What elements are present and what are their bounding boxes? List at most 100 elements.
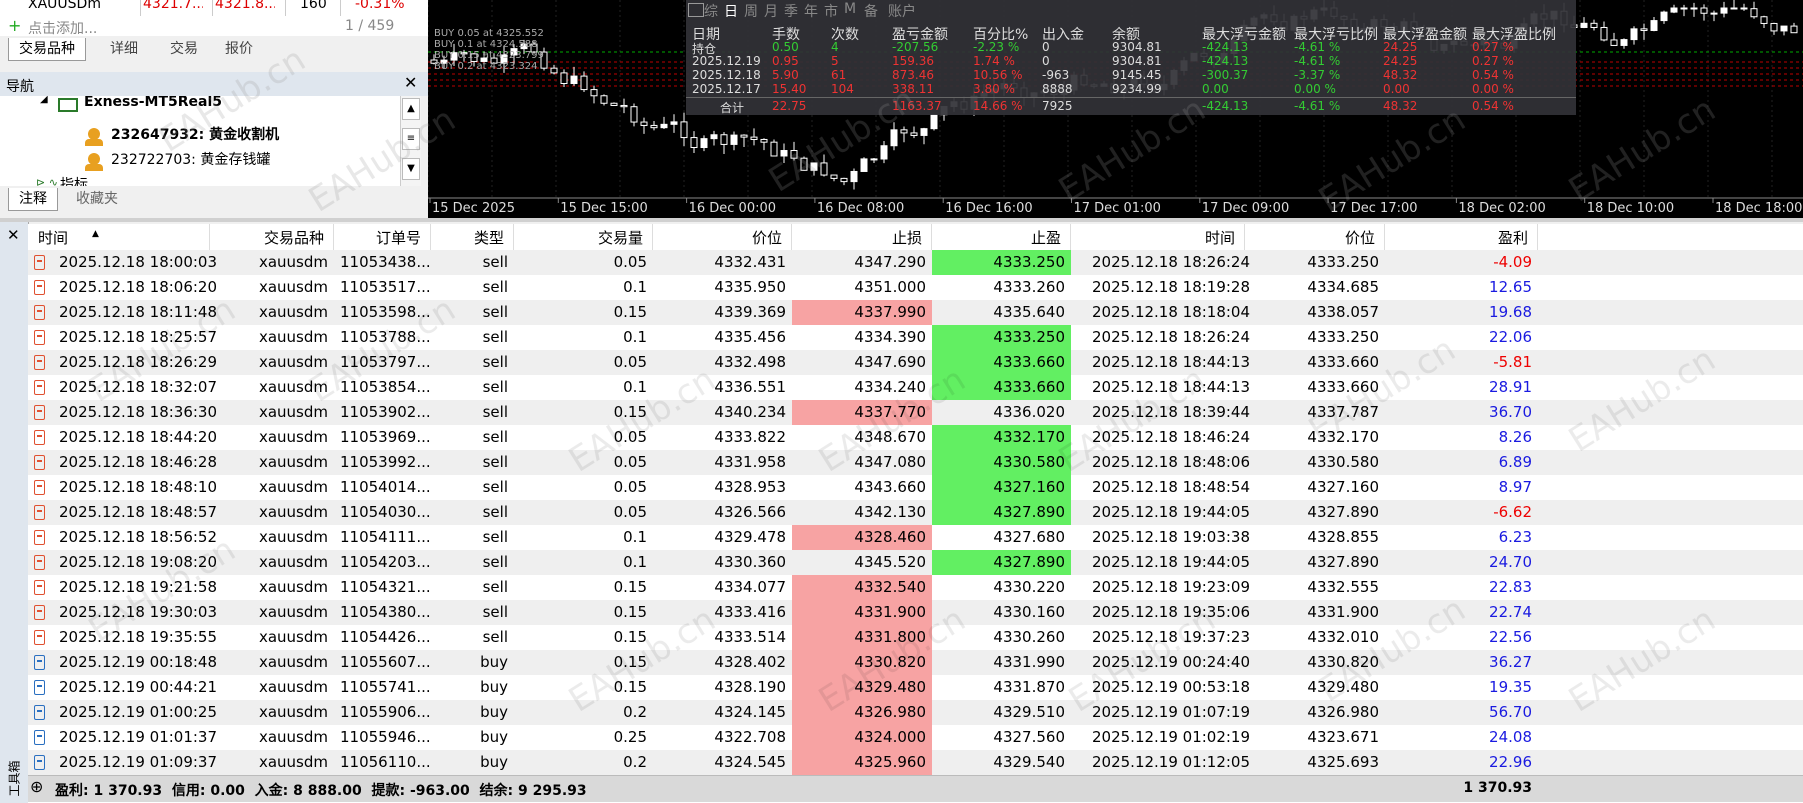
tab[interactable]: 详细 — [110, 41, 138, 57]
table-cell: buy — [480, 753, 508, 771]
candle-body — [620, 104, 628, 108]
account[interactable]: 232722703: 黄金存钱罐 — [111, 152, 271, 168]
table-cell: sell — [482, 253, 508, 271]
tab[interactable]: 交易 — [170, 41, 198, 57]
table-row[interactable] — [28, 350, 1803, 375]
table-cell: 2025.12.19 00:44:21 — [59, 678, 218, 696]
table-row[interactable] — [28, 475, 1803, 500]
tab[interactable]: 报价 — [225, 41, 253, 57]
time-label: 18 Dec 10:00 — [1587, 201, 1674, 216]
table-row[interactable] — [28, 500, 1803, 525]
column-header[interactable]: 时间 — [38, 229, 69, 247]
tab-active[interactable]: 注释 — [8, 188, 58, 211]
tab-active[interactable]: 交易品种 — [8, 38, 86, 61]
table-cell: xauusdm — [258, 428, 328, 446]
column-header[interactable]: 止盈 — [1030, 229, 1061, 247]
order-icon — [34, 355, 45, 370]
add-symbol[interactable]: 点击添加... — [28, 21, 98, 37]
order-icon-line — [37, 585, 42, 587]
candle-body — [1710, 12, 1718, 15]
column-header[interactable]: 价位 — [751, 229, 782, 247]
stats-cell: 7925 — [1042, 99, 1073, 113]
table-cell: 4334.240 — [854, 378, 926, 396]
table-cell: xauusdm — [258, 403, 328, 421]
scroll-button[interactable]: ▲ — [402, 98, 420, 120]
candle-body — [870, 158, 878, 161]
scroll-button[interactable]: ▼ — [402, 158, 420, 180]
column-header[interactable]: 订单号 — [375, 229, 421, 247]
table-cell: 4347.080 — [854, 453, 926, 471]
table-row[interactable] — [28, 275, 1803, 300]
add-icon[interactable]: + — [8, 16, 22, 35]
candle-body — [910, 132, 918, 136]
table-cell: sell — [482, 428, 508, 446]
table-row[interactable] — [28, 550, 1803, 575]
stats-cell: 0.00 % — [1294, 82, 1336, 96]
stats-tab[interactable]: 备 — [864, 4, 878, 20]
stats-tab[interactable]: 月 — [764, 4, 778, 20]
order-icon-line — [37, 435, 42, 437]
table-row[interactable] — [28, 325, 1803, 350]
column-header[interactable]: 时间 — [1204, 229, 1235, 247]
table-cell: xauusdm — [258, 603, 328, 621]
toolbox-label[interactable]: 工具箱 — [7, 760, 22, 797]
table-cell: 4348.670 — [854, 428, 926, 446]
column-header[interactable]: 交易量 — [597, 229, 643, 247]
header-divider — [430, 224, 431, 250]
table-cell: 0.15 — [613, 603, 647, 621]
table-cell: 4333.822 — [714, 428, 786, 446]
candle-body — [780, 150, 788, 157]
candle-body — [1740, 7, 1748, 10]
toolbox-close[interactable]: ✕ — [7, 226, 20, 244]
stats-tab[interactable]: 周 — [744, 4, 758, 20]
table-cell: 4331.900 — [854, 603, 926, 621]
order-icon-line — [37, 335, 42, 337]
table-cell: 4333.250 — [1307, 328, 1379, 346]
table-cell: 4327.560 — [993, 728, 1065, 746]
stats-cell: 9304.81 — [1112, 40, 1162, 54]
table-cell: 2025.12.18 19:03:38 — [1092, 528, 1251, 546]
scroll-button[interactable]: ≡ — [402, 128, 420, 150]
column-header[interactable]: 交易品种 — [263, 229, 324, 247]
table-cell: 12.65 — [1489, 278, 1532, 296]
table-cell: 2025.12.18 19:23:09 — [1092, 578, 1251, 596]
nav-close[interactable]: ✕ — [404, 73, 418, 92]
table-cell: 4333.660 — [993, 353, 1065, 371]
table-cell: 2025.12.18 19:37:23 — [1092, 628, 1251, 646]
stats-tab[interactable]: M — [844, 1, 857, 17]
table-cell: 0.15 — [613, 403, 647, 421]
table-row[interactable] — [28, 425, 1803, 450]
column-header[interactable]: 价位 — [1344, 229, 1375, 247]
candle-body — [600, 95, 608, 104]
take-profit-highlight — [932, 350, 1071, 375]
tab[interactable]: 收藏夹 — [76, 191, 118, 207]
table-row[interactable] — [28, 250, 1803, 275]
table-cell: 4334.685 — [1307, 278, 1379, 296]
spread: 160 — [300, 0, 327, 12]
left-panel: XAUUSDm 4321.7... 4321.8... 160 -0.31% + 点击添加.… — [0, 0, 429, 218]
stats-tab[interactable]: 季 — [784, 4, 798, 20]
stats-tab[interactable]: 账户 — [888, 4, 916, 20]
stats-tab[interactable]: 市 — [824, 4, 838, 20]
table-row[interactable] — [28, 375, 1803, 400]
table-cell: 19.35 — [1489, 678, 1532, 696]
stats-tab[interactable]: 日 — [724, 4, 738, 20]
column-header[interactable]: 止损 — [891, 229, 922, 247]
column-header[interactable]: 盈利 — [1497, 229, 1528, 247]
broker[interactable]: Exness-MT5Real5 — [84, 96, 223, 110]
candle-body — [450, 52, 458, 61]
stats-header: 最大浮亏金额 — [1202, 27, 1286, 43]
stats-header: 最大浮亏比例 — [1294, 27, 1378, 43]
column-header[interactable]: 类型 — [473, 229, 504, 247]
order-icon-line — [37, 685, 42, 687]
stop-loss-highlight — [792, 300, 932, 325]
take-profit-highlight — [932, 450, 1071, 475]
account[interactable]: 232647932: 黄金收割机 — [111, 127, 280, 143]
stats-tab[interactable]: 综 — [704, 4, 718, 20]
table-row[interactable] — [28, 450, 1803, 475]
stats-tab[interactable]: 年 — [804, 4, 818, 20]
table-cell: 4329.480 — [1307, 678, 1379, 696]
table-cell: 2025.12.19 00:53:18 — [1092, 678, 1251, 696]
time-label: 17 Dec 17:00 — [1330, 201, 1417, 216]
indicators[interactable]: 指标 — [60, 177, 88, 186]
